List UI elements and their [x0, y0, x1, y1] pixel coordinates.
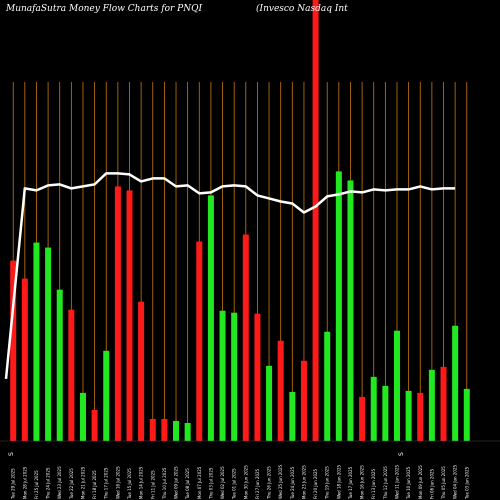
bar: [219, 310, 226, 441]
bar: [126, 190, 133, 441]
bar: [452, 325, 459, 441]
period-marker-2: S: [398, 452, 405, 456]
bar: [45, 247, 52, 441]
x-tick-label: Mon 16 Jun 2025: [360, 465, 365, 499]
x-tick-label: Fri 18 Jul 2025: [92, 470, 97, 499]
bar: [382, 385, 389, 441]
x-tick-label: Thu 05 Jun 2025: [441, 466, 446, 500]
x-tick-label: Mon 14 Jul 2025: [139, 466, 144, 499]
x-tick-label: Wed 04 Jun 2025: [453, 464, 458, 499]
chart-title: MunafaSutra Money Flow Charts for PNQI: [5, 4, 202, 14]
chart-subtitle: (Invesco Nasdaq Int: [256, 3, 348, 14]
bar: [405, 390, 412, 441]
x-tick-label: Tue 15 Jul 2025: [127, 468, 132, 500]
x-tick-label: Wed 25 Jun 2025: [278, 464, 283, 499]
period-marker-1: S: [8, 452, 15, 456]
x-tick-label: Tue 10 Jun 2025: [406, 466, 411, 500]
x-tick-label: Wed 16 Jul 2025: [115, 466, 120, 499]
x-tick-label: Wed 11 Jun 2025: [394, 464, 399, 499]
x-tick-label: Wed 02 Jul 2025: [220, 466, 225, 499]
x-tick-label: Mon 30 Jun 2025: [243, 465, 248, 499]
x-tick-label: Tue 29 Jul 2025: [11, 468, 16, 500]
money-flow-line: [4, 172, 456, 380]
x-tick-label: Thu 10 Jul 2025: [162, 467, 167, 500]
bar-series: [10, 0, 470, 441]
bar: [347, 180, 354, 441]
x-axis-labels: Tue 29 Jul 2025 Mon 28 Jul 2025 Fri 25 Jul…: [11, 464, 470, 500]
bar: [33, 242, 40, 441]
bar: [312, 0, 319, 441]
bar: [184, 422, 191, 441]
bar: [277, 340, 284, 441]
x-tick-label: Tue 03 Jun 2025: [464, 466, 469, 500]
x-tick-label: Fri 06 Jun 2025: [429, 468, 434, 499]
bar: [300, 360, 307, 441]
x-tick-label: Fri 25 Jul 2025: [34, 470, 39, 499]
bar: [393, 330, 400, 441]
bar: [370, 376, 377, 441]
bar: [196, 241, 203, 441]
bar: [161, 418, 168, 441]
bar: [231, 312, 238, 441]
x-tick-label: Thu 17 Jul 2025: [104, 467, 109, 500]
bar: [79, 392, 86, 441]
x-tick-label: Thu 19 Jun 2025: [325, 466, 330, 500]
bar: [91, 409, 98, 441]
x-tick-label: Thu 26 Jun 2025: [267, 466, 272, 500]
x-tick-label: Wed 23 Jul 2025: [57, 466, 62, 499]
x-tick-label: Fri 20 Jun 2025: [313, 468, 318, 499]
bar: [440, 366, 447, 441]
x-tick-label: Tue 01 Jul 2025: [232, 468, 237, 500]
bar: [254, 313, 261, 441]
bar: [324, 331, 331, 441]
bar: [114, 186, 121, 441]
bar: [289, 391, 296, 441]
x-tick-label: Tue 08 Jul 2025: [185, 468, 190, 500]
bar: [149, 418, 156, 441]
x-tick-label: Wed 09 Jul 2025: [174, 466, 179, 499]
bar: [56, 289, 63, 441]
bar: [173, 420, 180, 441]
x-tick-label: Fri 13 Jun 2025: [371, 468, 376, 499]
bar: [359, 396, 366, 441]
x-tick-label: Mon 07 Jul 2025: [197, 466, 202, 499]
bar: [207, 195, 214, 441]
x-tick-label: Tue 24 Jun 2025: [290, 466, 295, 500]
bar: [21, 278, 28, 441]
bar: [103, 350, 110, 441]
x-tick-label: Fri 11 Jul 2025: [150, 470, 155, 499]
x-tick-label: Fri 27 Jun 2025: [255, 468, 260, 499]
bar: [68, 309, 75, 441]
x-tick-label: Wed 18 Jun 2025: [336, 464, 341, 499]
bar: [428, 369, 435, 441]
x-tick-label: Mon 09 Jun 2025: [418, 465, 423, 499]
x-tick-label: Mon 23 Jun 2025: [301, 465, 306, 499]
bar: [417, 392, 424, 441]
bar: [10, 260, 17, 441]
bar: [138, 301, 145, 441]
x-tick-label: Tue 22 Jul 2025: [69, 468, 74, 500]
bar: [242, 234, 249, 441]
x-tick-label: Tue 17 Jun 2025: [348, 466, 353, 500]
x-tick-label: Thu 24 Jul 2025: [46, 467, 51, 500]
x-tick-label: Thu 12 Jun 2025: [383, 466, 388, 500]
bar: [463, 388, 470, 441]
x-tick-label: Mon 21 Jul 2025: [80, 466, 85, 499]
x-tick-label: Mon 28 Jul 2025: [22, 466, 27, 499]
bar: [335, 171, 342, 441]
x-tick-label: Thu 03 Jul 2025: [208, 467, 213, 500]
bar: [266, 365, 273, 441]
